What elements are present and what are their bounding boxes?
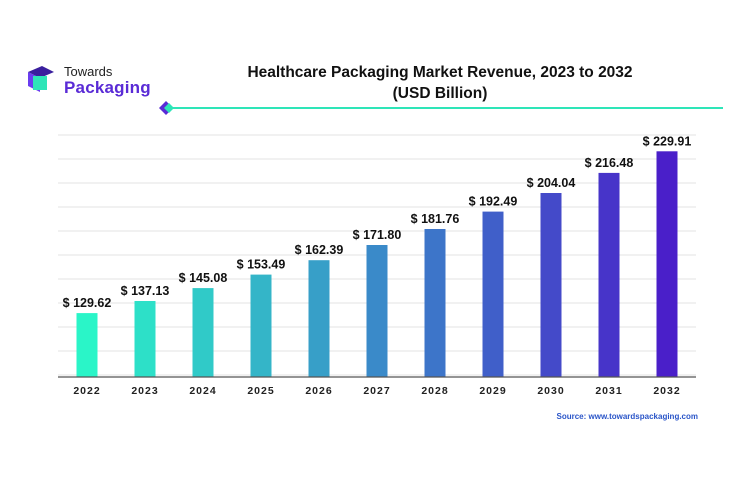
x-tick-2025: 2025 — [247, 385, 274, 397]
value-label-2025: $ 153.49 — [237, 258, 286, 272]
chart-title: Healthcare Packaging Market Revenue, 202… — [200, 62, 680, 104]
x-tick-2023: 2023 — [131, 385, 158, 397]
chart-bars — [76, 151, 678, 377]
x-tick-2024: 2024 — [189, 385, 216, 397]
x-tick-2026: 2026 — [305, 385, 332, 397]
value-label-2029: $ 192.49 — [469, 195, 518, 209]
bar-2025 — [250, 274, 272, 377]
bar-2024 — [192, 288, 214, 377]
value-label-2023: $ 137.13 — [121, 284, 170, 298]
logo-mark-icon — [28, 66, 54, 92]
bar-2032 — [656, 151, 678, 377]
chart-title-line1: Healthcare Packaging Market Revenue, 202… — [247, 64, 633, 81]
bar-2026 — [308, 260, 330, 377]
bar-2028 — [424, 229, 446, 377]
bar-2022 — [76, 313, 98, 377]
x-tick-2032: 2032 — [653, 385, 680, 397]
value-label-2022: $ 129.62 — [63, 296, 112, 310]
x-tick-2027: 2027 — [363, 385, 390, 397]
chart-x-ticks: 2022 2023 2024 2025 2026 2027 2028 2029 2030 2031… — [73, 385, 680, 397]
bar-2029 — [482, 211, 504, 377]
logo-text-towards: Towards — [64, 64, 113, 79]
value-label-2028: $ 181.76 — [411, 212, 460, 226]
source-note: Source: www.towardspackaging.com — [556, 412, 698, 421]
bar-2027 — [366, 245, 388, 377]
x-tick-2031: 2031 — [595, 385, 622, 397]
value-label-2026: $ 162.39 — [295, 243, 344, 257]
chart-title-line2: (USD Billion) — [392, 85, 488, 102]
logo-text-packaging: Packaging — [64, 78, 151, 97]
bar-2031 — [598, 172, 620, 377]
value-label-2030: $ 204.04 — [527, 176, 576, 190]
value-label-2024: $ 145.08 — [179, 271, 228, 285]
value-label-2031: $ 216.48 — [585, 156, 634, 170]
title-divider — [159, 101, 723, 115]
x-tick-2028: 2028 — [421, 385, 448, 397]
chart-value-labels: $ 129.62 $ 137.13 $ 145.08 $ 153.49 $ 162.39… — [63, 134, 692, 310]
value-label-2027: $ 171.80 — [353, 228, 402, 242]
brand-logo: Towards Packaging — [24, 60, 164, 100]
bar-2030 — [540, 193, 562, 377]
value-label-2032: $ 229.91 — [643, 134, 692, 148]
x-tick-2022: 2022 — [73, 385, 100, 397]
x-tick-2030: 2030 — [537, 385, 564, 397]
bar-2023 — [134, 301, 156, 377]
x-tick-2029: 2029 — [479, 385, 506, 397]
